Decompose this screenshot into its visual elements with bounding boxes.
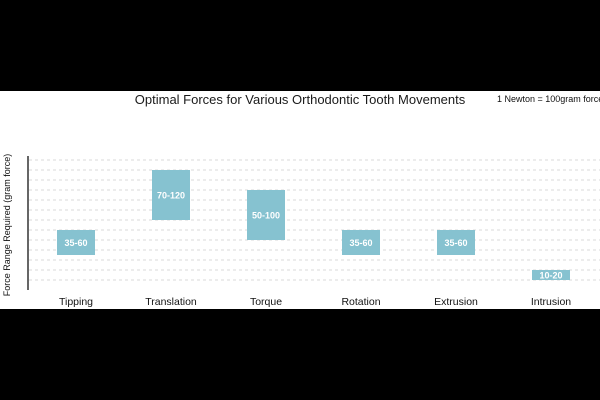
x-tick-label: Intrusion — [531, 296, 571, 308]
bar-value-label: 70-120 — [157, 191, 185, 201]
chart-panel: Optimal Forces for Various Orthodontic T… — [0, 91, 600, 309]
range-bar — [342, 230, 380, 255]
x-tick-label: Tipping — [59, 296, 93, 308]
bar-value-label: 35-60 — [349, 238, 372, 248]
bar-value-label: 50-100 — [252, 211, 280, 221]
chart-svg: Force Range Required (gram force) 35-60 Ti… — [2, 154, 600, 308]
bar-value-label: 35-60 — [64, 238, 87, 248]
range-bar — [532, 270, 570, 280]
range-bar — [57, 230, 95, 255]
range-bar — [247, 190, 285, 240]
x-tick-label: Translation — [145, 296, 197, 308]
chart-title: Optimal Forces for Various Orthodontic T… — [134, 92, 466, 107]
range-bar — [437, 230, 475, 255]
x-tick-label: Torque — [250, 296, 282, 308]
y-axis-label: Force Range Required (gram force) — [2, 154, 12, 297]
unit-note: 1 Newton = 100gram force — [497, 94, 600, 104]
x-tick-label: Rotation — [341, 296, 380, 308]
range-bar — [152, 170, 190, 220]
bar-value-label: 10-20 — [539, 271, 562, 281]
bar-value-label: 35-60 — [444, 238, 467, 248]
x-tick-label: Extrusion — [434, 296, 478, 308]
